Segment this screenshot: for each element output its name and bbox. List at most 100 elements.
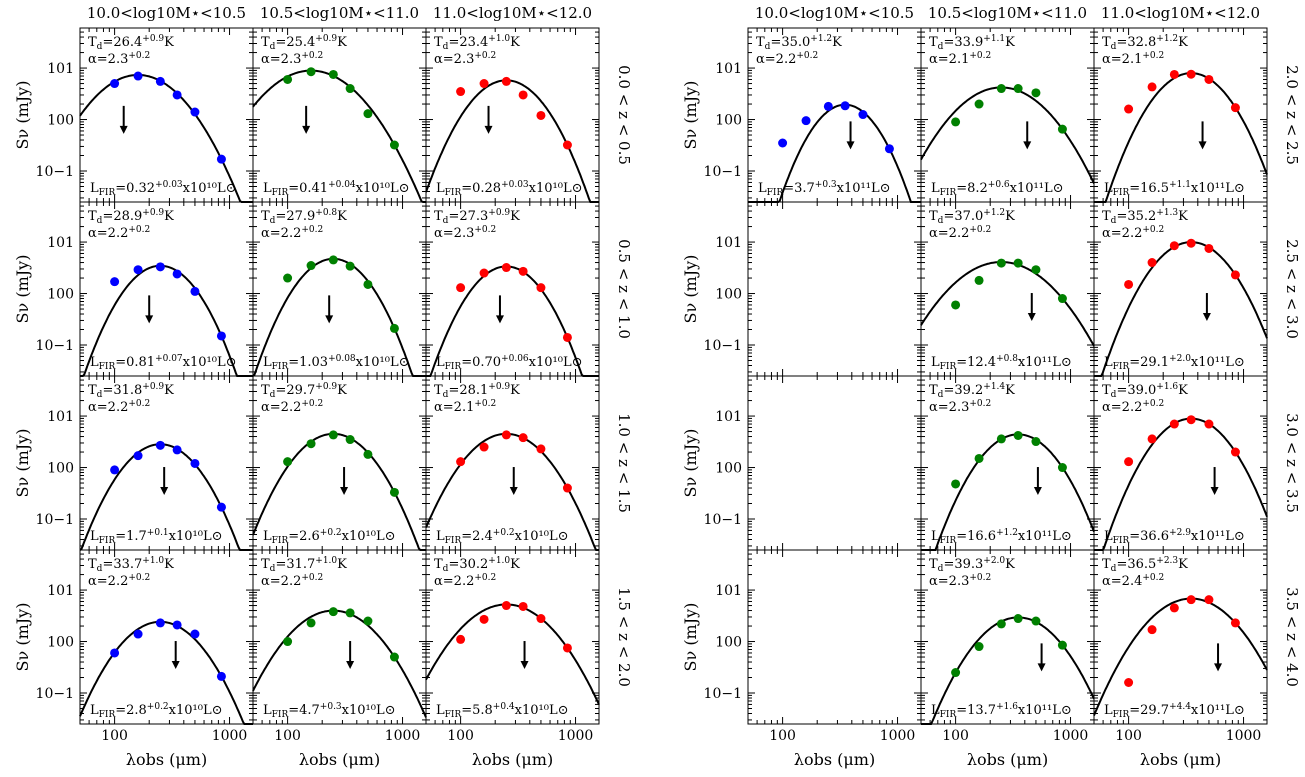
data-point [1230,618,1240,628]
lfir-label: LFIR=1.7+0.1x10¹⁰L⊙ [90,528,222,546]
y-tick-label: 10−1 [36,338,74,354]
data-point [133,629,143,639]
data-point [172,90,182,100]
data-point [974,275,984,285]
column-header: 10.0<log10M⋆<10.5 [755,4,914,22]
column-header: 10.5<log10M⋆<11.0 [928,4,1087,22]
x-tick-label: 100 [1115,728,1142,744]
data-point [216,154,226,164]
temperature-label: Td=39.3+2.0K [929,556,1015,574]
alpha-label: α=2.3+0.2 [929,399,991,415]
sed-panel: Td=32.8+1.2Kα=2.1+0.2 LFIR=16.5+1.1x10¹¹L… [1093,27,1268,203]
redshift-label: 0.5 < z < 1.0 [615,239,633,339]
arrow-head [846,141,855,150]
data-point [1124,104,1134,114]
temperature-label: Td=27.9+0.8K [261,208,347,226]
redshift-label: 2.0 < z < 2.5 [1283,65,1301,165]
alpha-label: α=2.2+0.2 [88,225,150,241]
alpha-label: α=2.3+0.2 [434,51,496,67]
redshift-label: 0.0 < z < 0.5 [615,65,633,165]
arrow-head [1033,487,1042,496]
sed-panel [747,549,922,725]
data-point [1031,88,1041,98]
data-point [389,652,399,662]
sed-panel [747,375,922,551]
lfir-label: LFIR=4.7+0.3x10¹⁰L⊙ [263,702,395,720]
x-tick-label: 100 [769,728,796,744]
temperature-label: Td=23.4+1.0K [434,34,520,52]
y-tick-label: 100 [47,287,74,303]
y-axis-label: Sν (mJy) [681,81,700,150]
data-point [536,283,546,293]
model-curve [79,620,253,725]
data-point [110,79,120,89]
data-point [1057,294,1067,304]
arrow-head [346,661,355,670]
data-point [190,107,200,117]
data-point [858,110,868,120]
lfir-label: LFIR=3.7+0.3x10¹¹L⊙ [758,180,890,198]
data-point [1147,258,1157,268]
data-point [190,286,200,296]
arrow-head [484,125,493,134]
data-point [306,439,316,449]
y-tick-label: 100 [47,635,74,651]
alpha-label: α=2.3+0.2 [929,573,991,589]
arrow-head [1027,313,1036,322]
arrow-head [1037,663,1046,672]
redshift-label: 3.5 < z < 4.0 [1283,587,1301,687]
y-tick-label: 101 [47,61,74,77]
data-point [974,642,984,652]
redshift-label: 1.5 < z < 2.0 [615,587,633,687]
data-point [1031,616,1041,626]
data-point [345,261,355,271]
alpha-label: α=2.1+0.2 [1102,51,1164,67]
data-point [1204,74,1214,84]
data-point [951,479,961,489]
alpha-label: α=2.2+0.2 [261,573,323,589]
x-tick-label: 100 [942,728,969,744]
y-tick-label: 101 [47,583,74,599]
data-point [456,634,466,644]
x-axis-label: λobs (μm) [126,750,207,769]
data-point [456,283,466,293]
y-axis-label: Sν (mJy) [681,429,700,498]
data-point [283,74,293,84]
y-tick-label: 101 [715,583,742,599]
lfir-label: LFIR=16.5+1.1x10¹¹L⊙ [1104,180,1245,198]
sed-panel: Td=26.4+0.9Kα=2.3+0.2 LFIR=0.32+0.03x10¹⁰… [79,27,254,203]
data-point [1124,678,1134,688]
data-point [951,668,961,678]
y-tick-label: 10−1 [704,512,742,528]
y-tick-label: 10−1 [36,686,74,702]
temperature-label: Td=29.7+0.9K [261,382,347,400]
model-curve [425,603,600,706]
data-point [996,84,1006,94]
temperature-label: Td=39.0+1.6K [1102,382,1188,400]
data-point [110,648,120,658]
model-curve [252,609,427,718]
column-header: 10.0<log10M⋆<10.5 [87,4,246,22]
sed-panel: Td=27.3+0.9Kα=2.3+0.2 LFIR=0.70+0.06x10¹⁰… [425,201,600,377]
lfir-label: LFIR=0.32+0.03x10¹⁰L⊙ [90,180,236,198]
data-point [1057,124,1067,134]
model-curve [1094,72,1268,203]
lfir-label: LFIR=16.6+1.2x10¹¹L⊙ [931,528,1072,546]
lfir-label: LFIR=13.7+1.6x10¹¹L⊙ [931,702,1072,720]
data-point [1169,69,1179,79]
data-point [345,435,355,445]
data-point [951,300,961,310]
data-point [1031,265,1041,275]
data-point [1230,447,1240,457]
data-point [283,273,293,283]
arrow-head [1198,141,1207,150]
data-point [1204,419,1214,429]
data-point [363,109,373,119]
sed-panel: Td=33.7+1.0Kα=2.2+0.2 LFIR=2.8+0.2x10¹⁰L⊙ [79,549,254,725]
model-curve [1094,417,1268,551]
y-tick-label: 10−1 [36,164,74,180]
data-point [1230,103,1240,113]
sed-panel: Td=31.7+1.0Kα=2.2+0.2 LFIR=4.7+0.3x10¹⁰L⊙ [252,549,427,725]
data-point [306,67,316,77]
arrow-head [119,125,128,134]
